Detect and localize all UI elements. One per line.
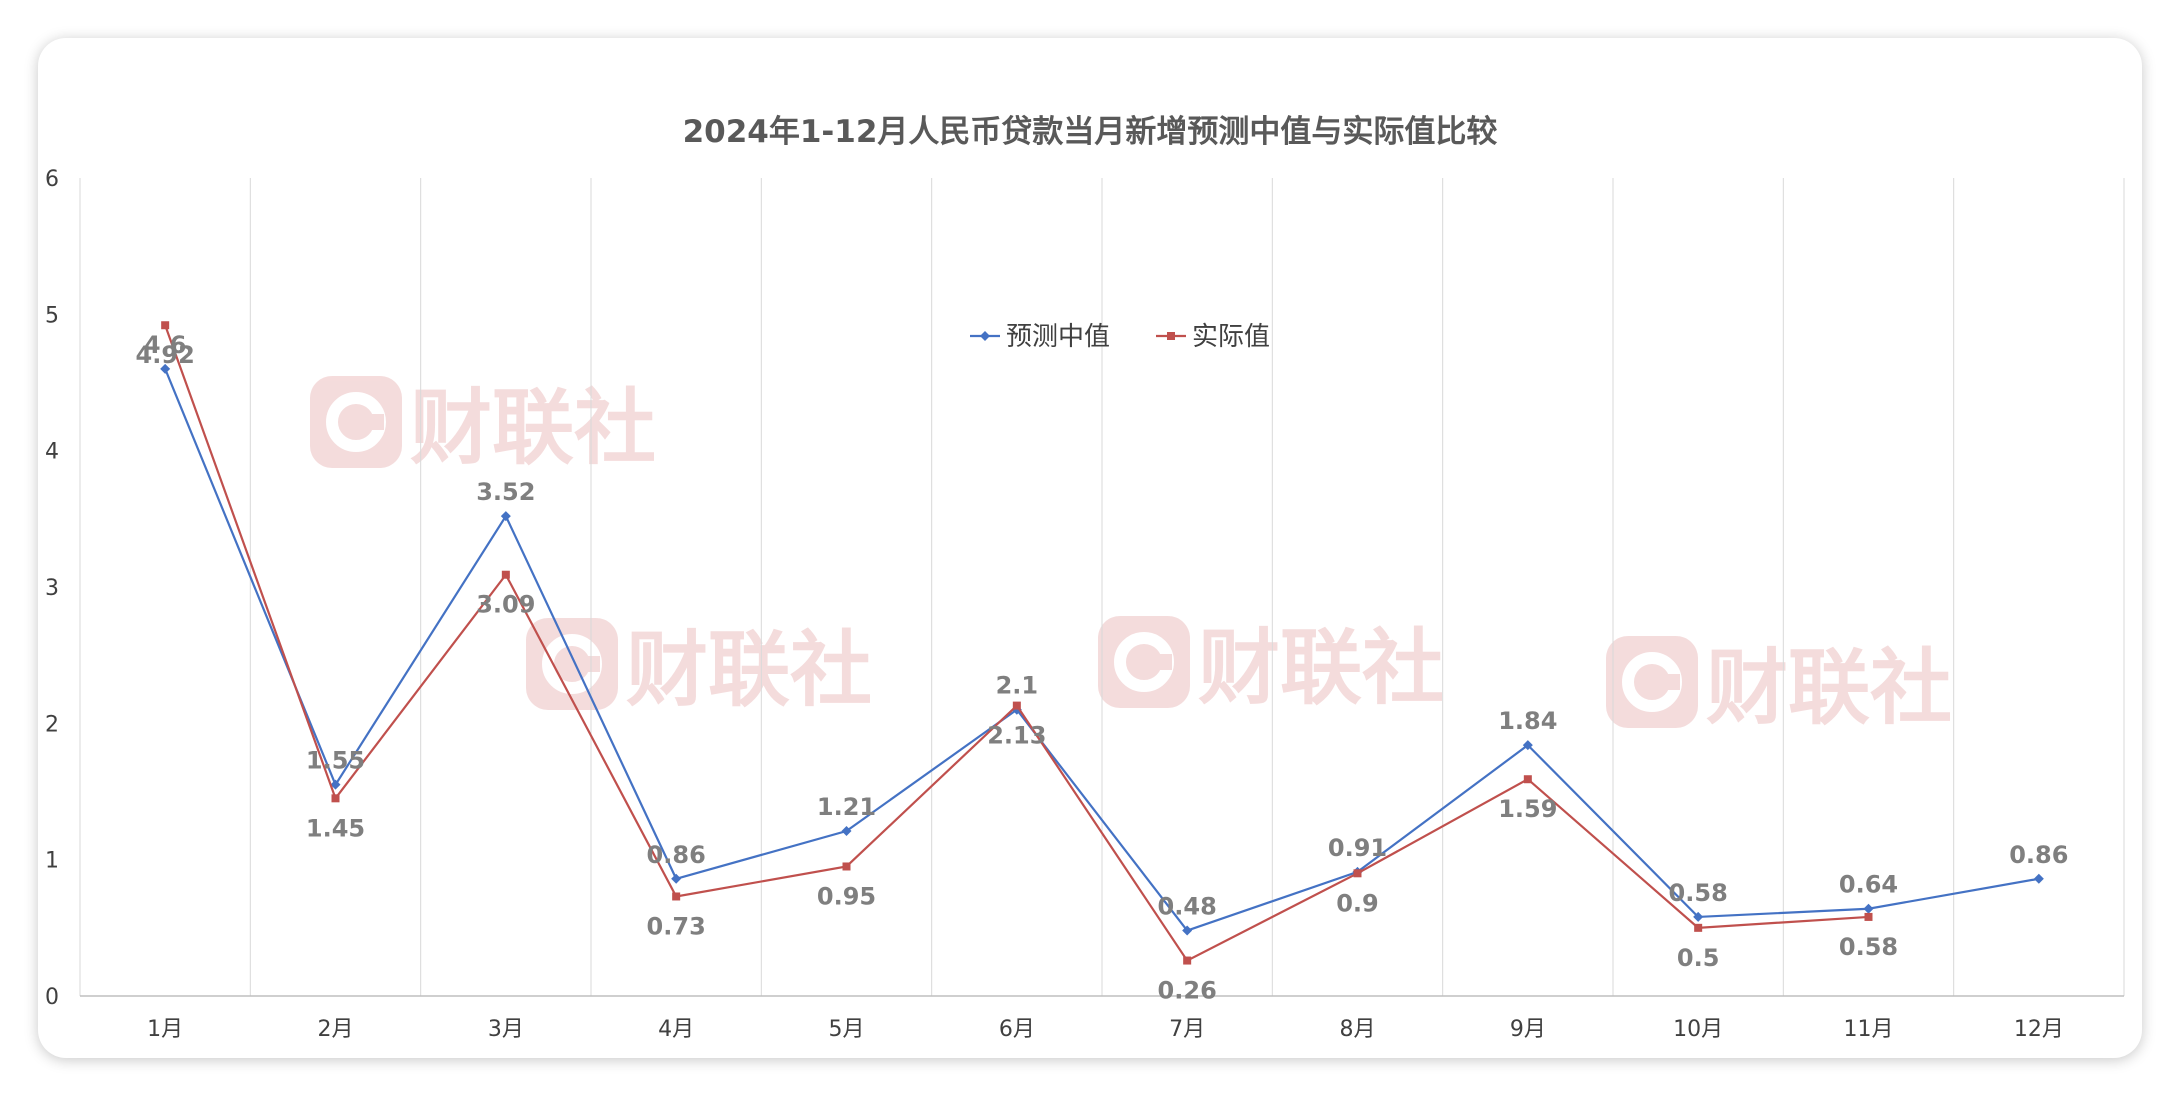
x-tick-label: 3月 [488, 1017, 524, 1042]
actual-point [842, 862, 851, 871]
legend-marker [980, 331, 990, 341]
y-tick-label: 4 [45, 440, 59, 465]
forecast-data-label: 1.55 [306, 747, 365, 775]
grid-lines [79, 178, 2125, 996]
watermark-text: 财联社 [1706, 641, 1952, 736]
forecast-point [160, 363, 171, 374]
forecast-data-label: 0.48 [1158, 893, 1217, 921]
forecast-point [500, 511, 511, 522]
forecast-point [1522, 740, 1533, 751]
forecast-data-label: 0.58 [1669, 879, 1728, 907]
y-tick-label: 0 [45, 985, 59, 1010]
actual-point [161, 321, 170, 330]
watermark: 财联社 [526, 618, 872, 718]
x-tick-label: 4月 [658, 1017, 694, 1042]
watermark: 财联社 [1098, 616, 1444, 716]
forecast-data-label: 0.64 [1839, 871, 1898, 899]
x-tick-label: 1月 [147, 1017, 183, 1042]
forecast-data-label: 1.21 [817, 793, 876, 821]
actual-point [501, 570, 510, 579]
actual-data-label: 1.45 [306, 814, 365, 842]
actual-data-label: 0.9 [1336, 889, 1379, 917]
axes: 0 1 2 3 4 5 6 1月 2月 3月 4月 5月 6月 7月 8月 9月 10月 11月 12月 [45, 167, 2124, 1042]
series-line-forecast [164, 368, 2040, 932]
actual-point [672, 892, 681, 901]
x-tick-label: 8月 [1340, 1017, 1376, 1042]
y-tick-label: 2 [45, 712, 59, 737]
watermark: 财联社 [310, 376, 656, 476]
x-tick-label: 11月 [1844, 1017, 1894, 1042]
actual-point [1012, 701, 1021, 710]
watermark-text: 财联社 [410, 381, 656, 476]
forecast-point [1182, 925, 1193, 936]
chart-card: 财联社 财联社 财联社 财联社 0 1 2 3 4 5 6 1月 2月 3月 4月 5月 6月 7月 8月 9月 10… [38, 38, 2142, 1058]
actual-data-label: 1.59 [1498, 795, 1557, 823]
data-labels: 4.6 1.55 3.52 0.86 1.21 2.1 0.48 0.91 1.84 0.58 0.… [136, 331, 2069, 1005]
x-tick-label: 6月 [999, 1017, 1035, 1042]
actual-data-label: 0.26 [1158, 977, 1217, 1005]
actual-point [1864, 912, 1873, 921]
forecast-data-label: 0.86 [2009, 841, 2068, 869]
y-tick-label: 6 [45, 167, 59, 192]
legend-label: 实际值 [1192, 322, 1270, 352]
legend-item: 预测中值 [970, 322, 1110, 352]
actual-data-label: 0.73 [647, 912, 706, 940]
x-tick-label: 10月 [1673, 1017, 1723, 1042]
series-layer [160, 321, 2044, 965]
x-tick-label: 7月 [1169, 1017, 1205, 1042]
x-tick-label: 2月 [318, 1017, 354, 1042]
forecast-point [2033, 873, 2044, 884]
actual-data-label: 0.95 [817, 882, 876, 910]
y-tick-label: 5 [45, 303, 59, 328]
actual-data-label: 0.5 [1677, 944, 1720, 972]
y-tick-label: 3 [45, 576, 59, 601]
forecast-data-label: 0.86 [647, 841, 706, 869]
actual-point [331, 794, 340, 803]
actual-data-label: 4.92 [136, 341, 195, 369]
watermark: 财联社 [1606, 636, 1952, 736]
forecast-data-label: 2.1 [996, 672, 1039, 700]
x-tick-label: 5月 [829, 1017, 865, 1042]
actual-point [1523, 775, 1532, 784]
legend-label: 预测中值 [1006, 322, 1110, 352]
forecast-point [671, 873, 682, 884]
actual-data-label: 2.13 [987, 722, 1046, 750]
legend-item: 实际值 [1156, 322, 1270, 352]
forecast-point [1693, 911, 1704, 922]
forecast-data-label: 3.52 [476, 478, 535, 506]
watermark-text: 财联社 [1198, 621, 1444, 716]
actual-point [1353, 869, 1362, 878]
actual-data-label: 0.58 [1839, 933, 1898, 961]
forecast-point [330, 779, 341, 790]
actual-point [1694, 923, 1703, 932]
forecast-data-label: 0.91 [1328, 834, 1387, 862]
x-tick-label: 12月 [2014, 1017, 2064, 1042]
chart-title: 2024年1-12月人民币贷款当月新增预测中值与实际值比较 [683, 114, 1498, 150]
forecast-point [1863, 903, 1874, 914]
watermark-text: 财联社 [626, 623, 872, 718]
forecast-point [841, 826, 852, 837]
forecast-data-label: 1.84 [1498, 707, 1557, 735]
legend: 预测中值 实际值 [970, 322, 1270, 352]
actual-data-label: 3.09 [476, 591, 535, 619]
y-tick-label: 1 [45, 849, 59, 874]
legend-marker [1167, 332, 1175, 340]
actual-point [1183, 956, 1192, 965]
forecast-data-label: 4.6 [144, 331, 187, 359]
x-tick-label: 9月 [1510, 1017, 1546, 1042]
